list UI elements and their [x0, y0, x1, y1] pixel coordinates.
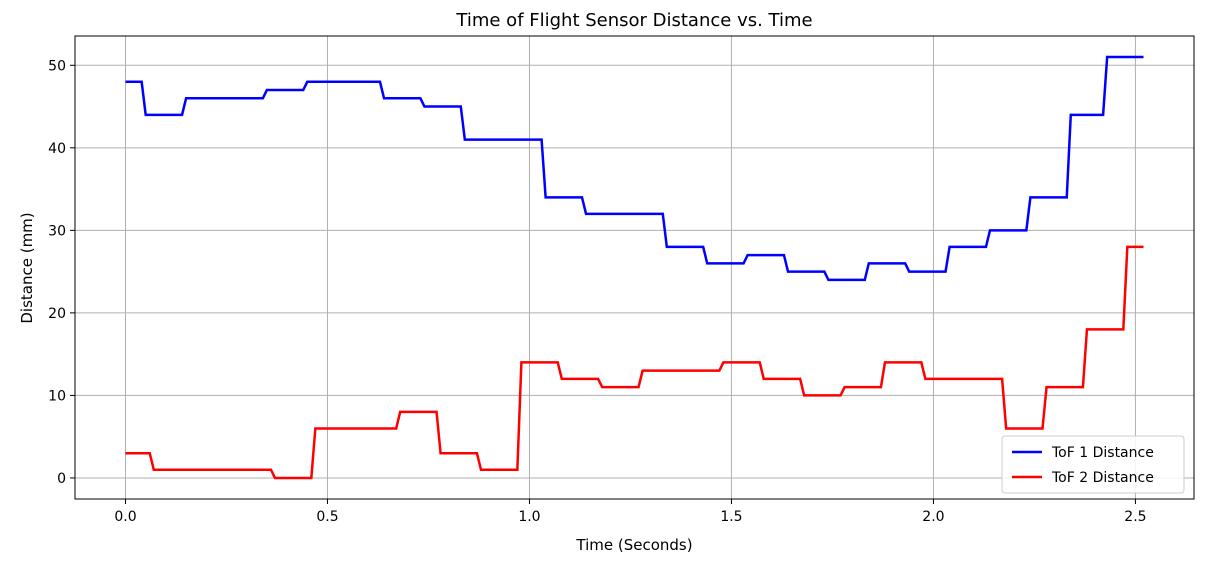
y-tick-label: 40: [48, 141, 66, 157]
legend: ToF 1 Distance ToF 2 Distance: [1001, 435, 1185, 494]
y-tick-label: 20: [48, 306, 66, 322]
x-tick-label: 1.0: [518, 509, 540, 525]
series-line-tof1: [125, 55, 1144, 282]
x-tick-label: 0.0: [114, 509, 136, 525]
x-tick-label: 1.5: [720, 509, 742, 525]
chart-title: Time of Flight Sensor Distance vs. Time: [455, 10, 812, 31]
series-lines: [125, 55, 1144, 480]
legend-label-tof2: ToF 2 Distance: [1051, 470, 1154, 486]
x-axis-label: Time (Seconds): [575, 536, 692, 554]
y-tick-label: 0: [57, 471, 66, 487]
y-tick-label: 30: [48, 223, 66, 239]
plot-area: [75, 36, 1194, 499]
series-line-tof2: [125, 245, 1144, 480]
x-tick-label: 0.5: [316, 509, 338, 525]
plot-frame: [74, 35, 1195, 500]
legend-box: [1001, 435, 1185, 494]
y-axis-label: Distance (mm): [18, 212, 36, 323]
x-tick-label: 2.0: [922, 509, 944, 525]
axis-ticks: 0.0 0.5 1.0 1.5 2.0 2.5 0 10 20 30 40 50: [48, 58, 1146, 525]
x-tick-label: 2.5: [1124, 509, 1146, 525]
legend-label-tof1: ToF 1 Distance: [1051, 445, 1154, 461]
y-tick-label: 10: [48, 388, 66, 404]
y-tick-label: 50: [48, 58, 66, 74]
